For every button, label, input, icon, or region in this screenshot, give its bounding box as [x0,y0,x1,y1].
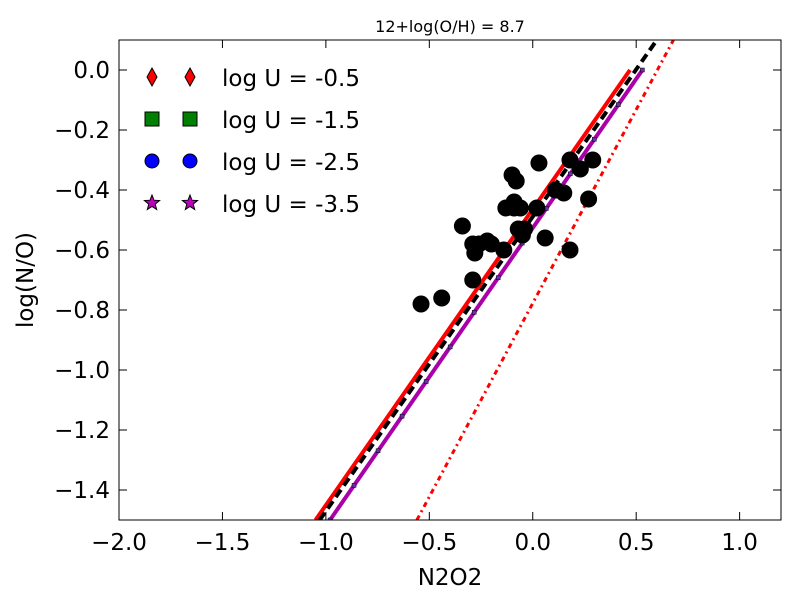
series-marker-1-13 [640,67,645,73]
data-point-26 [571,160,589,178]
series-layer [313,40,675,520]
data-point-0 [412,295,430,313]
y-tick-label-4: −0.8 [54,298,110,324]
series-marker-1-6 [471,310,477,315]
plot-frame [118,39,782,521]
legend-marker-star-a [143,193,161,211]
series-marker-1-12 [616,102,621,107]
x-tick-label-5: 0.5 [618,530,655,556]
data-point-23 [555,184,573,202]
legend-marker-square-a [144,111,160,127]
series-marker-1-5 [447,344,453,350]
y-tick-label-2: −0.4 [54,178,110,204]
legend-marker-square-b [182,111,198,127]
data-point-1 [433,289,451,307]
series-line-0 [313,68,632,520]
series-line-1 [328,68,645,520]
legend-label-3: log U = -3.5 [222,192,360,218]
legend-label-2: log U = -2.5 [222,150,360,176]
data-point-19 [528,199,546,217]
legend: log U = -0.5 log U = -1.5 log U = -2.5 log … [143,66,360,218]
x-tick-label-4: 0.0 [514,530,551,556]
data-point-9 [495,241,513,259]
y-tick-label-7: −1.4 [54,478,110,504]
series-line-3 [415,40,675,520]
data-point-5 [464,271,482,289]
series-marker-1-11 [592,136,597,142]
series-marker-1-7 [495,275,501,280]
y-tick-label-0: 0.0 [73,58,110,84]
legend-marker-diamond-a [146,66,158,88]
series-marker-1-4 [423,379,429,384]
x-tick-label-0: −2.0 [91,530,147,556]
x-tick-label-2: −1.0 [298,530,354,556]
legend-marker-circle-a [144,153,160,169]
data-point-25 [561,241,579,259]
data-point-12 [507,172,525,190]
y-tick-label-5: −1.0 [54,358,110,384]
plot-background [119,40,781,520]
x-axis-label: N2O2 [418,565,483,591]
series-marker-1-1 [351,483,357,488]
series-marker-1-0 [327,517,333,520]
legend-marker-diamond-b [184,66,196,88]
x-tick-label-6: 1.0 [721,530,758,556]
x-tick-label-3: −0.5 [401,530,457,556]
legend-label-0: log U = -0.5 [222,66,360,92]
chart-title: 12+log(O/H) = 8.7 [375,17,525,36]
data-point-21 [536,229,554,247]
y-tick-label-6: −1.2 [54,418,110,444]
y-tick-label-1: −0.2 [54,118,110,144]
ticks-layer: −2.0 −1.5 −1.0 −0.5 0.0 0.5 1.0 0.0 −0.2 −0.4 −0.6… [54,40,781,556]
series-marker-1-2 [375,448,381,454]
points-layer [412,151,602,313]
legend-marker-star-b [181,193,199,211]
data-point-20 [530,154,548,172]
series-marker-1-10 [568,171,573,177]
legend-label-1: log U = -1.5 [222,108,360,134]
x-tick-label-1: −1.5 [195,530,251,556]
data-point-27 [580,190,598,208]
data-point-2 [453,217,471,235]
data-point-28 [584,151,602,169]
legend-marker-circle-b [182,153,198,169]
data-point-15 [511,199,529,217]
data-point-18 [513,226,531,244]
y-axis-label: log(N/O) [13,232,39,328]
y-tick-label-3: −0.6 [54,238,110,264]
series-marker-1-3 [399,413,405,419]
